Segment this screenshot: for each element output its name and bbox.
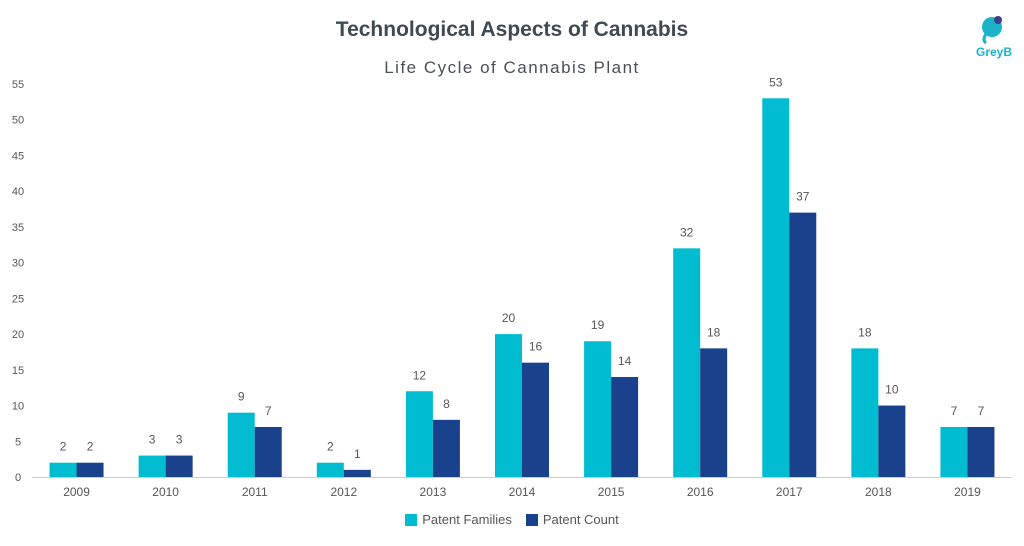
y-tick-label: 10	[12, 401, 24, 413]
x-tick-label: 2018	[865, 485, 892, 499]
x-tick-label: 2012	[330, 485, 357, 499]
legend-item: Patent Families	[405, 512, 512, 527]
data-label: 32	[680, 225, 694, 239]
data-label: 16	[529, 340, 543, 354]
y-tick-label: 55	[12, 79, 24, 91]
bar-patent-count	[522, 362, 549, 477]
legend-item: Patent Count	[525, 512, 619, 527]
x-tick-label: 2019	[954, 485, 981, 499]
data-label: 53	[769, 75, 783, 89]
bar-patent-count	[611, 376, 639, 477]
greyb-logo-text: GreyB	[975, 45, 1013, 59]
x-tick-label: 2010	[152, 485, 179, 499]
bar-patent-families	[138, 455, 166, 477]
bar-patent-count	[789, 212, 817, 478]
data-label: 3	[176, 433, 183, 447]
chart-title: Technological Aspects of Cannabis	[335, 18, 689, 41]
bar-patent-families	[673, 248, 701, 477]
data-label: 2	[60, 440, 67, 454]
data-label: 14	[618, 354, 632, 368]
chart-legend: Patent Families Patent Count	[0, 512, 1024, 527]
bar-patent-count	[165, 455, 193, 477]
bar-patent-count	[343, 469, 371, 477]
x-tick-label: 2017	[776, 485, 803, 499]
y-tick-label: 35	[12, 222, 24, 234]
data-label: 18	[707, 325, 721, 339]
y-tick-label: 20	[12, 329, 24, 341]
bar-patent-count	[878, 405, 906, 477]
data-label: 9	[238, 390, 245, 404]
y-tick-label: 40	[12, 186, 24, 198]
bar-patent-count	[254, 426, 282, 477]
data-label: 37	[796, 190, 810, 204]
data-label: 18	[858, 325, 872, 339]
bar-patent-families	[49, 462, 77, 477]
x-tick-label: 2016	[687, 485, 714, 499]
chart-subtitle: Life Cycle of Cannabis Plant	[384, 58, 640, 77]
data-label: 10	[885, 383, 899, 397]
greyb-logo-icon	[982, 16, 1002, 45]
legend-swatch	[405, 513, 418, 526]
y-tick-label: 50	[12, 115, 24, 127]
bar-patent-families	[762, 98, 790, 478]
bar-patent-count	[76, 462, 104, 477]
bar-patent-families	[940, 426, 968, 477]
data-label: 19	[591, 318, 605, 332]
y-tick-label: 25	[12, 293, 24, 305]
y-tick-label: 30	[12, 258, 24, 270]
data-label: 3	[149, 433, 156, 447]
data-label: 7	[951, 404, 958, 418]
bar-patent-count	[432, 419, 460, 477]
x-tick-label: 2014	[509, 485, 536, 499]
bar-patent-count	[967, 426, 995, 477]
bar-patent-families	[316, 462, 344, 477]
y-tick-label: 15	[12, 365, 24, 377]
legend-label: Patent Count	[542, 512, 619, 527]
x-tick-label: 2009	[63, 485, 90, 499]
legend-label: Patent Families	[422, 512, 512, 527]
data-label: 7	[265, 404, 272, 418]
x-tick-label: 2015	[598, 485, 625, 499]
data-label: 7	[978, 404, 985, 418]
bar-patent-families	[405, 391, 433, 477]
data-label: 1	[354, 447, 361, 461]
bar-patent-count	[700, 348, 728, 477]
bar-patent-families	[851, 348, 879, 477]
y-tick-label: 0	[15, 472, 21, 484]
data-label: 8	[443, 397, 450, 411]
data-label: 2	[87, 440, 94, 454]
data-label: 2	[327, 440, 334, 454]
bar-patent-families	[495, 334, 522, 477]
data-label: 12	[413, 368, 427, 382]
bar-patent-families	[227, 412, 255, 477]
data-label: 20	[502, 311, 516, 325]
greyb-logo: GreyB	[972, 12, 1016, 62]
bar-patent-families	[584, 341, 612, 477]
legend-swatch	[525, 513, 538, 526]
x-tick-label: 2013	[420, 485, 447, 499]
y-tick-label: 5	[15, 436, 21, 448]
y-tick-label: 45	[12, 150, 24, 162]
x-tick-label: 2011	[242, 485, 268, 499]
